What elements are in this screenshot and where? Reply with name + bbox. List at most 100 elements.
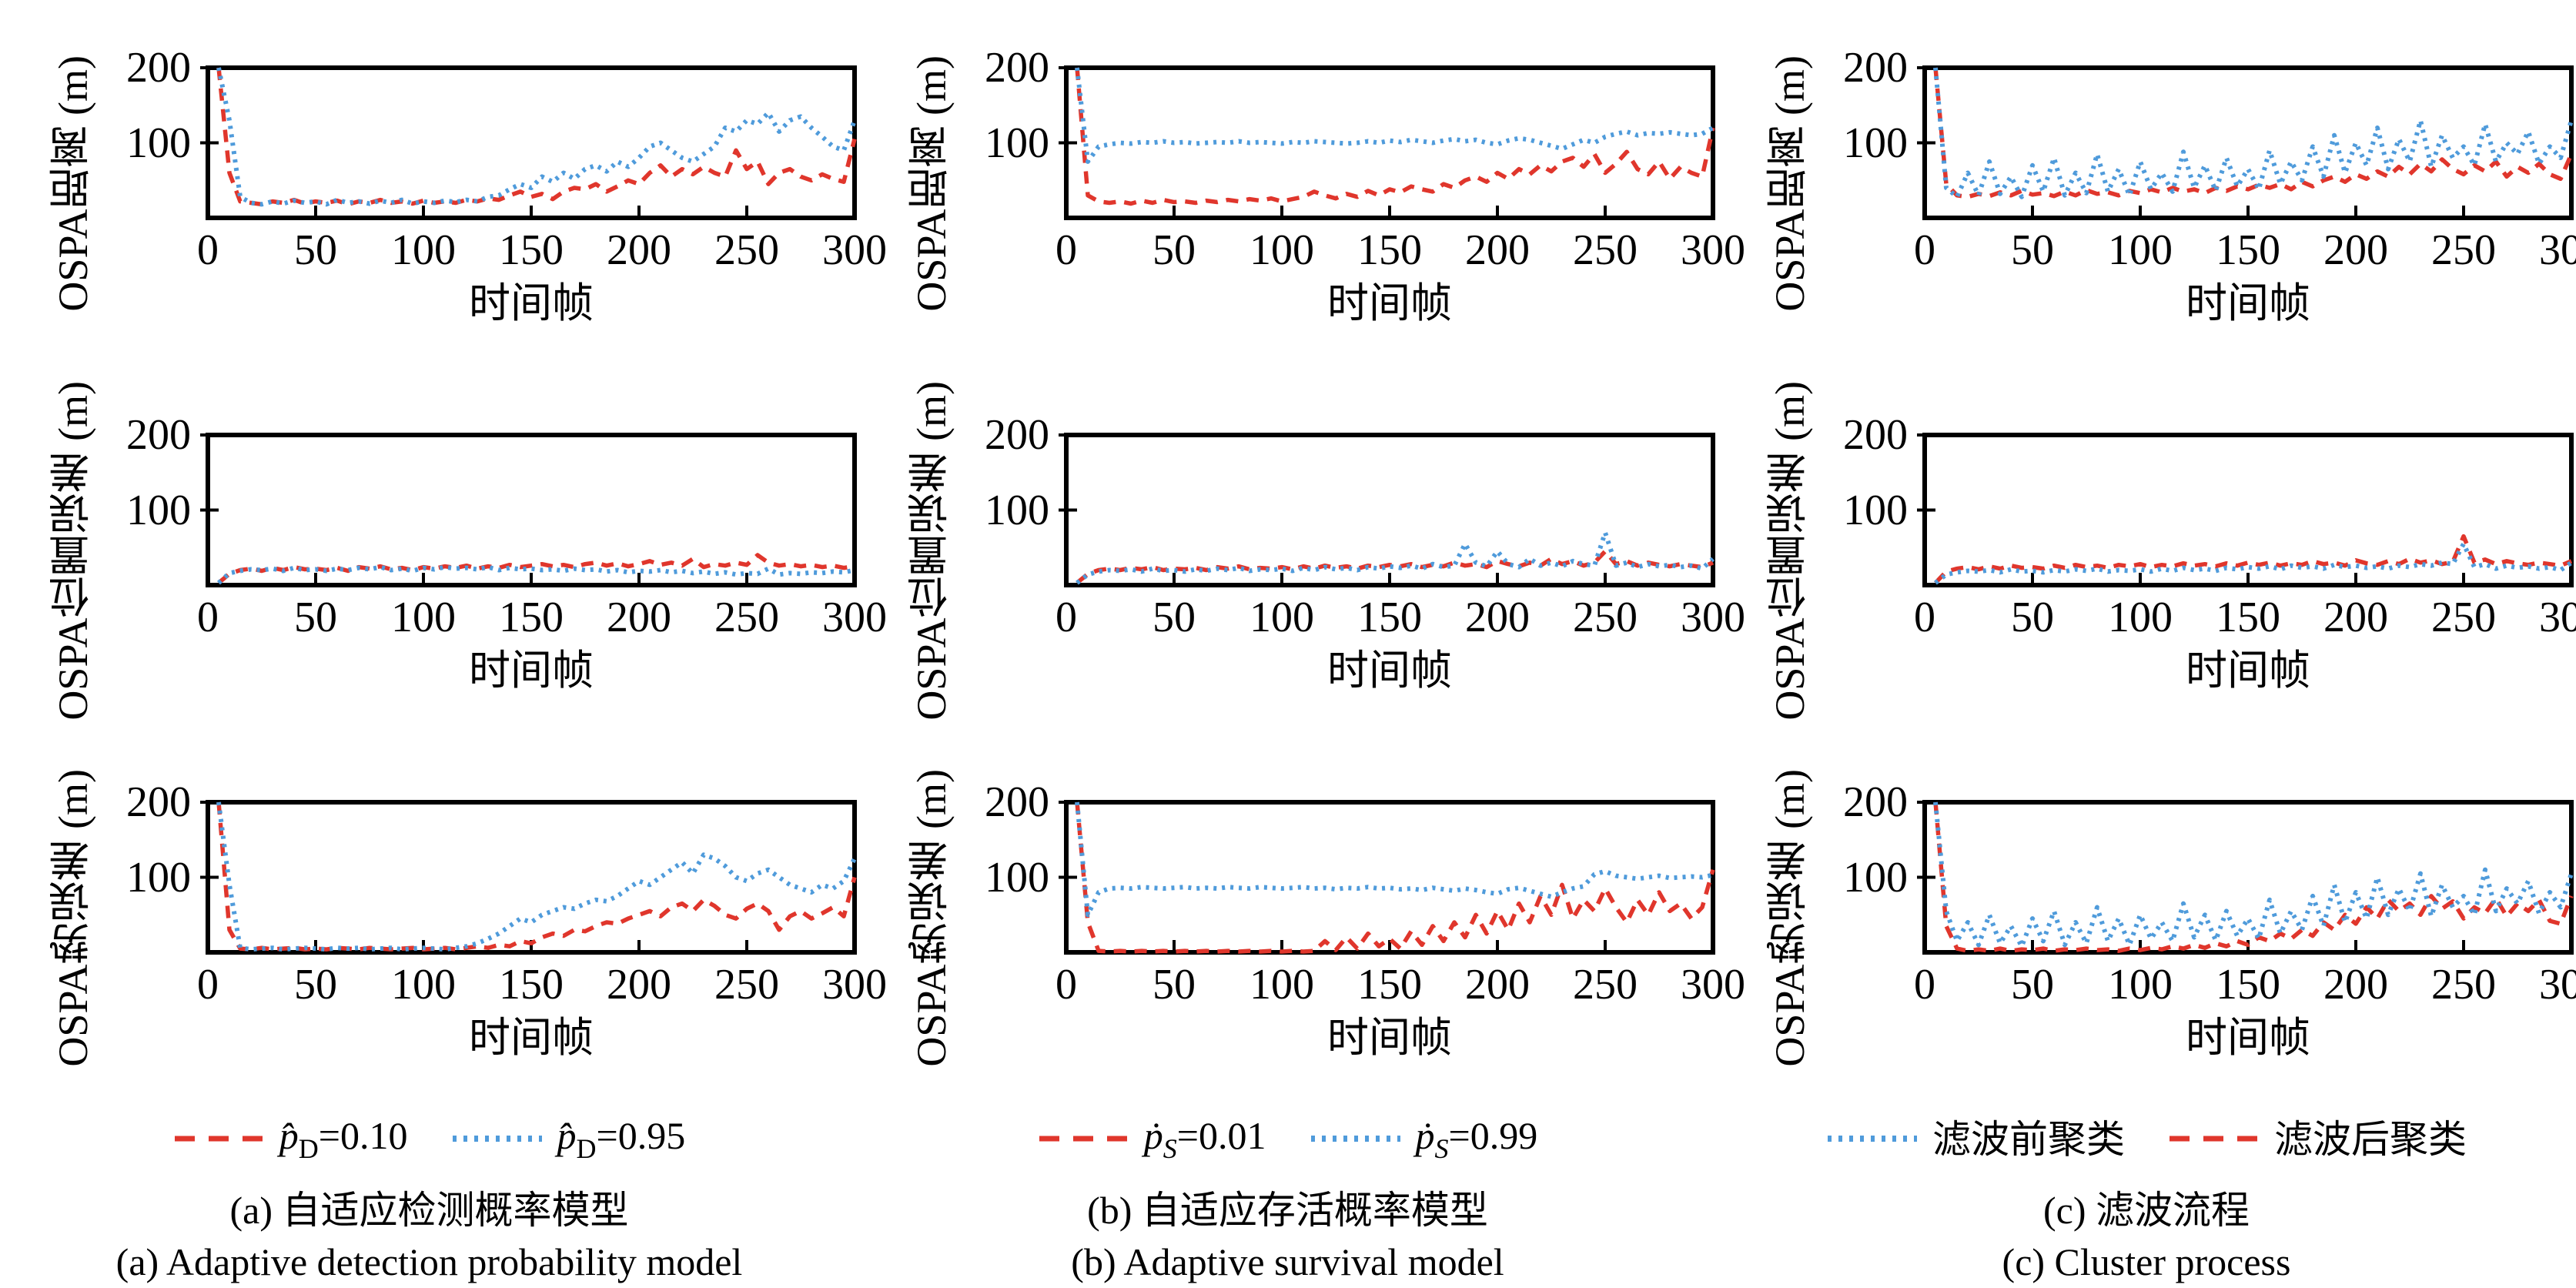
series-line-blue (1933, 801, 2574, 949)
chart-b-ospa-distance: OSPA距离 (m) 200 100 0 50 100 150 200 250 300 时间… (858, 0, 1745, 367)
series-line-blue (1933, 67, 2574, 199)
y-tick-label: 100 (126, 486, 191, 534)
x-tick-label: 0 (197, 226, 219, 274)
x-tick-label: 50 (293, 961, 337, 1009)
caption-zh: (a) 自适应检测概率模型 (229, 1189, 629, 1232)
series-line-blue (216, 564, 855, 585)
legend-entry: ṗS=0.99 (1310, 1113, 1537, 1165)
y-axis-label-wrap: OSPA位置误差 (m) (1763, 367, 1817, 734)
plot-column: 200 100 0 50 100 150 200 250 300 时间帧 (958, 0, 1745, 367)
x-axis-label: 时间帧 (2186, 1015, 2310, 1061)
y-tick-label: 200 (126, 411, 191, 459)
y-tick-label: 100 (985, 486, 1049, 534)
x-tick-label: 50 (1152, 226, 1196, 274)
series-line-blue (1075, 67, 1715, 164)
x-tick-label: 300 (1681, 226, 1745, 274)
legend-label: p̂D=0.10 (279, 1113, 408, 1164)
plot-area: 200 100 (985, 46, 1715, 220)
plot-column: 200 100 0 50 100 150 200 250 300 时间帧 (1817, 0, 2576, 367)
x-tick-row: 0 50 100 150 200 250 300 (1055, 952, 1745, 1017)
series-line-blue (216, 801, 857, 952)
x-tick-label: 250 (714, 226, 779, 274)
plot-border (1922, 800, 2574, 955)
x-tick-row: 0 50 100 150 200 250 300 (1055, 585, 1745, 650)
chart-a-ospa-distance: OSPA距离 (m) 200 100 0 50 100 150 200 250 300 时间… (0, 0, 887, 367)
x-tick-label: 150 (499, 226, 564, 274)
y-tick-label: 100 (985, 119, 1049, 167)
y-axis-label-wrap: OSPA位置误差 (m) (905, 367, 958, 734)
x-tick-label: 200 (1464, 961, 1530, 1009)
series-line-red (217, 553, 855, 585)
y-axis-label: OSPA位置误差 (m) (50, 381, 96, 721)
caption-zh: (b) 自适应存活概率模型 (1087, 1189, 1488, 1232)
x-tick-row: 0 50 100 150 200 250 300 (197, 585, 887, 650)
x-tick-label: 150 (499, 961, 564, 1009)
chart-a-ospa-cardinality: OSPA势误差 (m) 200 100 0 50 100 150 200 250 300 时… (0, 734, 887, 1102)
plot-column: 200 100 0 50 100 150 200 250 300 时间帧 (100, 0, 887, 367)
y-axis-label: OSPA距离 (m) (50, 55, 96, 312)
series-line-red (1933, 801, 2574, 953)
x-tick-label: 150 (1357, 594, 1422, 641)
x-tick-label: 300 (822, 594, 887, 641)
x-tick-label: 200 (606, 594, 671, 641)
legend-entry: p̂D=0.95 (451, 1113, 685, 1165)
x-tick-label: 250 (1573, 226, 1638, 274)
x-axis-label: 时间帧 (469, 1015, 594, 1061)
x-tick-label: 50 (1152, 594, 1196, 641)
x-tick-label: 100 (390, 594, 456, 641)
plot-border (206, 800, 857, 955)
plot-column: 200 100 0 50 100 150 200 250 300 时间帧 (1817, 367, 2576, 734)
y-tick-label: 100 (1843, 853, 1908, 902)
plot-svg (1059, 433, 1715, 587)
x-tick-label: 200 (2323, 226, 2388, 274)
x-tick-label: 200 (1464, 226, 1530, 274)
caption-en: (c) Cluster process (2002, 1239, 2291, 1283)
series-line-red (1075, 801, 1715, 954)
caption-en: (b) Adaptive survival model (1071, 1239, 1504, 1283)
x-tick-label: 0 (1914, 961, 1935, 1009)
series-line-blue (1934, 541, 2573, 585)
series-line-blue (1076, 530, 1715, 585)
legend-column-a: p̂D=0.10 p̂D=0.95 (0, 1102, 858, 1176)
y-tick-label: 200 (126, 44, 191, 92)
legend-line-sample (1310, 1136, 1400, 1142)
legend-line-sample (1828, 1136, 1917, 1142)
x-tick-label: 200 (606, 226, 671, 274)
x-tick-label: 150 (2216, 594, 2280, 641)
plot-area: 200 100 (1843, 413, 2574, 587)
series-line-blue (1075, 801, 1714, 918)
plot-area: 200 100 (985, 413, 1715, 587)
x-tick-label: 200 (1464, 594, 1530, 641)
x-tick-label: 100 (2107, 226, 2173, 274)
y-tick-label: 100 (126, 853, 191, 902)
x-tick-row: 0 50 100 150 200 250 300 (1055, 218, 1745, 283)
x-tick-label: 50 (293, 226, 337, 274)
x-tick-label: 100 (1249, 961, 1314, 1009)
plot-svg (1059, 65, 1715, 220)
x-tick-label: 200 (2323, 594, 2388, 641)
x-tick-label: 0 (1914, 594, 1935, 641)
y-axis-label: OSPA位置误差 (m) (908, 381, 955, 721)
plot-svg (200, 433, 857, 587)
x-tick-label: 250 (1573, 961, 1638, 1009)
y-axis-label-wrap: OSPA距离 (m) (46, 0, 100, 367)
x-tick-label: 100 (1249, 226, 1314, 274)
plot-area: 200 100 (1843, 46, 2574, 220)
x-axis-label: 时间帧 (2186, 647, 2310, 694)
plot-svg (1917, 65, 2574, 220)
x-tick-label: 150 (2216, 961, 2280, 1009)
legend-entry: p̂D=0.10 (173, 1113, 408, 1165)
y-tick-label: 200 (985, 44, 1049, 92)
x-tick-label: 50 (1152, 961, 1196, 1009)
x-tick-label: 150 (1357, 226, 1422, 274)
chart-c-ospa-location: OSPA位置误差 (m) 200 100 0 50 100 150 200 250 300 … (1717, 367, 2576, 734)
plot-border (206, 433, 857, 587)
x-tick-label: 300 (822, 226, 887, 274)
x-axis-label: 时间帧 (469, 280, 594, 326)
chart-c-ospa-cardinality: OSPA势误差 (m) 200 100 0 50 100 150 200 250 300 时… (1717, 734, 2576, 1102)
plot-column: 200 100 0 50 100 150 200 250 300 时间帧 (958, 367, 1745, 734)
y-tick-label: 100 (126, 119, 191, 167)
chart-b-ospa-cardinality: OSPA势误差 (m) 200 100 0 50 100 150 200 250 300 时… (858, 734, 1745, 1102)
legend-line-sample (1039, 1136, 1129, 1142)
x-tick-label: 0 (1055, 226, 1077, 274)
